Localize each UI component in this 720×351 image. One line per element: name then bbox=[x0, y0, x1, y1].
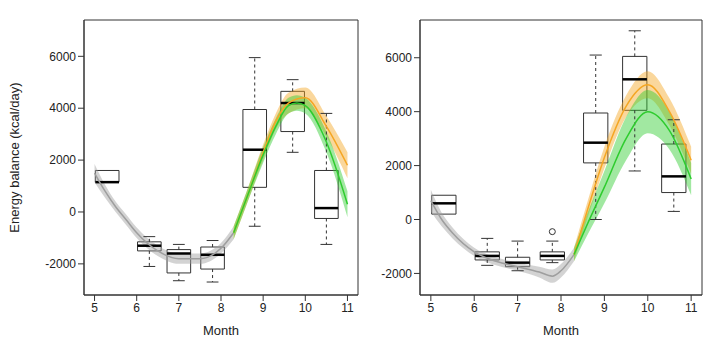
svg-text:9: 9 bbox=[260, 301, 267, 315]
svg-text:Month: Month bbox=[543, 323, 579, 338]
svg-text:6: 6 bbox=[133, 301, 140, 315]
svg-text:6000: 6000 bbox=[385, 51, 412, 65]
svg-text:10: 10 bbox=[641, 301, 655, 315]
svg-text:7: 7 bbox=[176, 301, 183, 315]
svg-text:10: 10 bbox=[299, 301, 313, 315]
svg-text:8: 8 bbox=[558, 301, 565, 315]
svg-text:7: 7 bbox=[514, 301, 521, 315]
svg-text:11: 11 bbox=[685, 301, 698, 315]
svg-text:11: 11 bbox=[341, 301, 354, 315]
svg-text:0: 0 bbox=[405, 213, 412, 227]
svg-text:-2000: -2000 bbox=[381, 267, 412, 281]
svg-text:2000: 2000 bbox=[49, 153, 76, 167]
svg-text:4000: 4000 bbox=[385, 105, 412, 119]
svg-text:6: 6 bbox=[471, 301, 478, 315]
svg-text:5: 5 bbox=[428, 301, 435, 315]
svg-text:-2000: -2000 bbox=[45, 257, 76, 271]
svg-text:6000: 6000 bbox=[49, 50, 76, 64]
svg-text:Month: Month bbox=[203, 323, 239, 338]
svg-text:5: 5 bbox=[91, 301, 98, 315]
svg-text:9: 9 bbox=[601, 301, 608, 315]
svg-text:0: 0 bbox=[69, 205, 76, 219]
svg-text:2000: 2000 bbox=[385, 159, 412, 173]
svg-text:Energy balance (kcal/day): Energy balance (kcal/day) bbox=[8, 82, 22, 232]
svg-text:8: 8 bbox=[218, 301, 225, 315]
svg-text:4000: 4000 bbox=[49, 101, 76, 115]
